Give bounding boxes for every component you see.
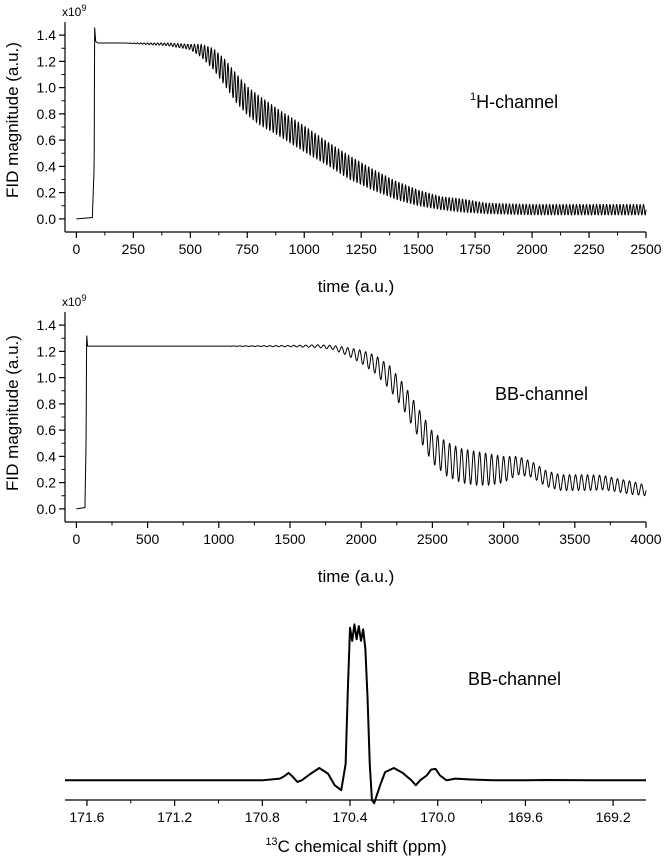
x-tick-label: 170.0 [420, 809, 455, 825]
y-tick-label: 0.2 [37, 185, 57, 201]
y-tick-label: 0.0 [37, 501, 57, 517]
panel-1-fid-line [76, 27, 647, 220]
y-tick-label: 1.4 [37, 27, 57, 43]
x-tick-label: 169.6 [508, 809, 543, 825]
x-tick-label: 169.2 [596, 809, 631, 825]
x-tick-label: 1000 [203, 531, 234, 547]
y-tick-label: 1.4 [37, 317, 57, 333]
y-tick-label: 0.4 [37, 158, 57, 174]
panel-bb-fid: 0 500 1000 1500 2000 2500 3000 3500 4000 0.00.20… [3, 293, 662, 586]
y-tick-label: 1.2 [37, 343, 57, 359]
panel-2-y-axis-label: FID magnitude (a.u.) [3, 335, 22, 491]
panel-2-x-ticks: 0 500 1000 1500 2000 2500 3000 3500 4000 [72, 522, 662, 547]
x-tick-label: 2250 [573, 241, 604, 257]
y-tick-label: 0.2 [37, 475, 57, 491]
x-tick-label: 3500 [559, 531, 590, 547]
panel-1-annotation: 1H-channel [470, 91, 558, 112]
x-tick-label: 2500 [630, 241, 661, 257]
panel-13c-spectrum: 171.6 171.2 170.8 170.4 170.0 169.6 169.2 BB-c… [65, 623, 646, 856]
x-tick-label: 1250 [346, 241, 377, 257]
x-tick-label: 500 [179, 241, 203, 257]
x-tick-label: 0 [72, 531, 80, 547]
y-tick-label: 1.0 [37, 80, 57, 96]
panel-1-x-axis-label: time (a.u.) [318, 277, 395, 296]
panel-2-axes [64, 312, 646, 523]
x-tick-label: 171.6 [69, 809, 104, 825]
x-tick-label: 1500 [403, 241, 434, 257]
panel-2-x-axis-label: time (a.u.) [318, 567, 395, 586]
x-tick-label: 171.2 [157, 809, 192, 825]
panel-2-annotation: BB-channel [495, 384, 588, 404]
panel-2-y-ticks: 0.0 0.2 0.4 0.6 0.8 1.0 1.2 1.4 [37, 317, 65, 517]
x-tick-label: 3000 [488, 531, 519, 547]
x-tick-label: 0 [72, 241, 80, 257]
panel-3-annotation: BB-channel [468, 669, 561, 689]
panel-1-multiplier: x109 [62, 3, 86, 19]
x-tick-label: 1750 [460, 241, 491, 257]
panel-3-x-axis-label: 13C chemical shift (ppm) [265, 836, 446, 856]
x-tick-label: 2000 [517, 241, 548, 257]
x-tick-label: 170.4 [332, 809, 367, 825]
panel-1-x-ticks: 0 250 500 750 1000 1250 1500 1750 2000 2250 2500 [72, 232, 662, 257]
panel-1-y-axis-label: FID magnitude (a.u.) [3, 42, 22, 198]
y-tick-label: 1.0 [37, 370, 57, 386]
y-tick-label: 0.8 [37, 106, 57, 122]
x-tick-label: 500 [136, 531, 160, 547]
panel-2-multiplier: x109 [62, 293, 86, 309]
panel-2-fid-line [76, 335, 647, 510]
x-tick-label: 1500 [274, 531, 305, 547]
y-tick-label: 0.6 [37, 132, 57, 148]
panel-1-axes [64, 22, 646, 233]
panel-3-x-ticks: 171.6 171.2 170.8 170.4 170.0 169.6 169.2 [69, 800, 631, 825]
x-tick-label: 750 [236, 241, 260, 257]
y-tick-label: 0.8 [37, 396, 57, 412]
x-tick-label: 2500 [417, 531, 448, 547]
x-tick-label: 4000 [630, 531, 661, 547]
x-tick-label: 170.8 [245, 809, 280, 825]
y-tick-label: 0.4 [37, 448, 57, 464]
panel-1-y-ticks: 0.0 0.2 0.4 0.6 0.8 1.0 1.2 1.4 [37, 27, 65, 227]
panel-1h-fid: 0 250 500 750 1000 1250 1500 1750 2000 2250 2500 0… [3, 3, 662, 296]
x-tick-label: 1000 [289, 241, 320, 257]
x-tick-label: 250 [122, 241, 146, 257]
panel-3-spectrum-line [65, 623, 646, 805]
y-tick-label: 0.6 [37, 422, 57, 438]
y-tick-label: 1.2 [37, 53, 57, 69]
y-tick-label: 0.0 [37, 211, 57, 227]
x-tick-label: 2000 [346, 531, 377, 547]
